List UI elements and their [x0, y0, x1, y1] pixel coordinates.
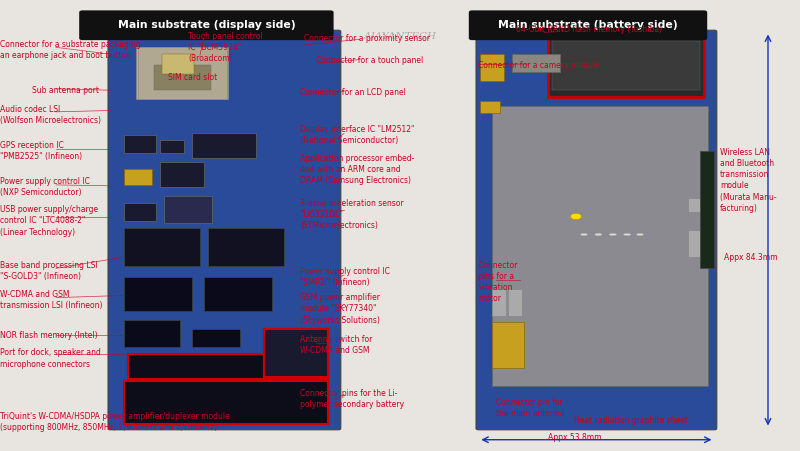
Text: Connector for a touch panel: Connector for a touch panel	[316, 56, 423, 65]
Text: USB power supply/charge
control IC "LTC4088-2"
(Linear Technology): USB power supply/charge control IC "LTC4…	[0, 205, 98, 237]
Bar	[688, 198, 704, 212]
Text: AJAYANTECH: AJAYANTECH	[363, 32, 437, 41]
Ellipse shape	[581, 234, 587, 235]
Bar	[162, 54, 194, 74]
Bar	[548, 32, 704, 97]
Bar	[138, 47, 227, 99]
Bar	[160, 162, 204, 187]
Bar	[154, 65, 211, 90]
Bar	[264, 329, 328, 377]
Text: Heat radiation graphite sheet: Heat radiation graphite sheet	[574, 416, 688, 425]
Text: 64-Gbit NAND flash memory (Toshiba): 64-Gbit NAND flash memory (Toshiba)	[516, 25, 662, 34]
Bar	[164, 196, 212, 223]
Bar	[492, 106, 708, 386]
Text: Connector for a substrate packaging
an earphone jack and boot button: Connector for a substrate packaging an e…	[0, 40, 141, 60]
Text: Power supply control IC
(NXP Semiconductor): Power supply control IC (NXP Semiconduct…	[0, 177, 90, 197]
Text: Connector pin for
the main antenna: Connector pin for the main antenna	[496, 398, 565, 418]
Bar	[552, 41, 700, 90]
Bar	[124, 320, 180, 347]
Text: Application processor embed-
ded with an ARM core and
DRAM (Samsung Electronics): Application processor embed- ded with an…	[300, 153, 414, 185]
Bar	[124, 277, 192, 311]
Text: GPS reception IC
"PMB2525" (Infineon): GPS reception IC "PMB2525" (Infineon)	[0, 141, 82, 161]
FancyBboxPatch shape	[79, 10, 334, 40]
Text: Sub antenna port: Sub antenna port	[32, 86, 99, 95]
Bar	[492, 289, 506, 316]
Text: TriQuint's W-CDMA/HSDPA power amplifier/duplexer module
(supporting 800MHz, 850M: TriQuint's W-CDMA/HSDPA power amplifier/…	[0, 412, 230, 432]
Bar	[204, 277, 272, 311]
Bar	[124, 228, 200, 266]
Text: Connector pins for the Li-
polymer secondary battery: Connector pins for the Li- polymer secon…	[300, 389, 404, 409]
Bar	[192, 329, 240, 347]
Text: 3-axial acceleration sensor
"LIS331DL"
(STMicroelectronics): 3-axial acceleration sensor "LIS331DL" (…	[300, 198, 404, 230]
Ellipse shape	[610, 234, 616, 235]
Bar	[124, 169, 152, 185]
Text: Base band processing LSI
"S-GOLD3" (Infineon): Base band processing LSI "S-GOLD3" (Infi…	[0, 261, 98, 281]
Bar	[128, 354, 328, 379]
Bar	[208, 228, 284, 266]
Bar	[688, 230, 704, 257]
Text: Main substrate (battery side): Main substrate (battery side)	[498, 20, 678, 30]
Text: Appx 84.3mm: Appx 84.3mm	[724, 253, 778, 262]
Text: Audio codec LSI
(Wolfson Microelectronics): Audio codec LSI (Wolfson Microelectronic…	[0, 105, 101, 125]
Circle shape	[570, 213, 582, 220]
Text: Port for dock, speaker and
microphone connectors: Port for dock, speaker and microphone co…	[0, 349, 101, 368]
Text: GSM power amplifier
module "SKY77340"
(Skyworks Solutions): GSM power amplifier module "SKY77340" (S…	[300, 293, 380, 325]
Bar	[136, 47, 228, 99]
Ellipse shape	[594, 234, 602, 235]
FancyBboxPatch shape	[108, 30, 341, 430]
FancyBboxPatch shape	[469, 10, 707, 40]
Text: Main substrate (display side): Main substrate (display side)	[118, 20, 295, 30]
Bar	[508, 289, 522, 316]
Text: Display interface IC "LM2512"
(National Semiconductor): Display interface IC "LM2512" (National …	[300, 125, 414, 145]
Bar	[160, 140, 184, 153]
Text: SIM card slot: SIM card slot	[168, 73, 218, 82]
Bar	[192, 133, 256, 158]
Ellipse shape	[637, 234, 643, 235]
Text: Connector for an LCD panel: Connector for an LCD panel	[300, 88, 406, 97]
Bar	[700, 151, 714, 268]
Bar	[512, 54, 560, 72]
Bar	[492, 322, 524, 368]
Text: Wireless LAN
and Bluetooth
transmission
module
(Murata Manu-
facturing): Wireless LAN and Bluetooth transmission …	[720, 148, 777, 213]
Bar	[480, 101, 500, 113]
Text: Connector for a camera module: Connector for a camera module	[478, 61, 600, 70]
FancyBboxPatch shape	[476, 30, 717, 430]
Text: Touch panel control
IC "BCM5974"
(Broadcom): Touch panel control IC "BCM5974" (Broadc…	[188, 32, 262, 63]
Text: NOR flash memory (Intel): NOR flash memory (Intel)	[0, 331, 98, 341]
Text: Power supply control IC
"SMP3i" (Infineon): Power supply control IC "SMP3i" (Infineo…	[300, 267, 390, 287]
Text: Antenna switch for
W-CDMA and GSM: Antenna switch for W-CDMA and GSM	[300, 335, 372, 355]
Text: Connector for a proximity sensor: Connector for a proximity sensor	[304, 34, 430, 43]
Bar	[124, 135, 156, 153]
Ellipse shape	[624, 234, 631, 235]
Bar	[124, 203, 156, 221]
Text: W-CDMA and GSM
transmission LSI (Infineon): W-CDMA and GSM transmission LSI (Infineo…	[0, 290, 102, 310]
Text: Appx 53.8mm: Appx 53.8mm	[548, 433, 602, 442]
Bar	[480, 54, 504, 81]
Bar	[124, 381, 328, 424]
Text: Connector
pins for a
vibration
motor: Connector pins for a vibration motor	[478, 261, 518, 303]
